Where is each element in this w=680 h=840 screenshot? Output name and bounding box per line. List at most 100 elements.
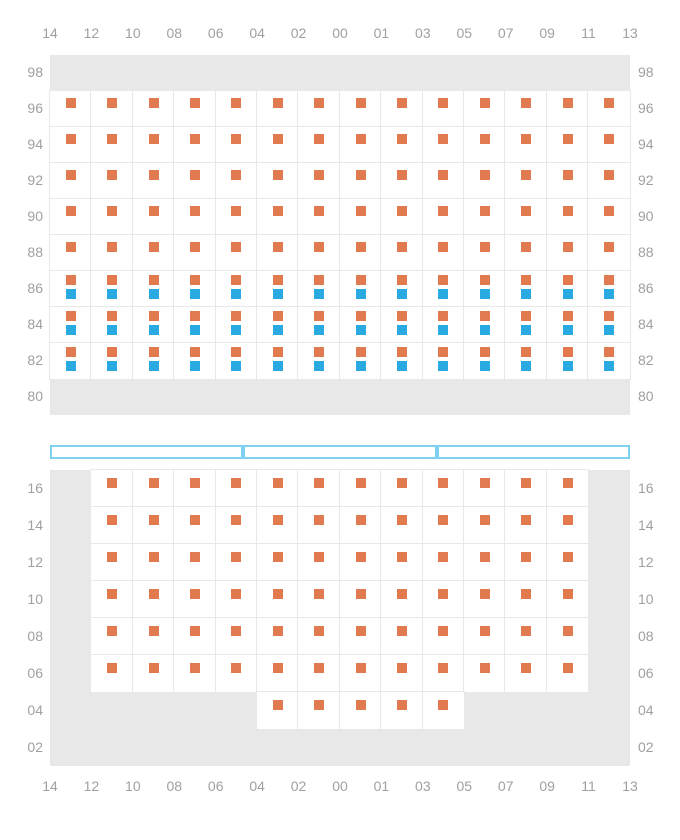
grid-cell[interactable] bbox=[257, 544, 298, 581]
grid-cell[interactable] bbox=[464, 91, 505, 127]
grid-cell[interactable] bbox=[423, 470, 464, 507]
grid-cell[interactable] bbox=[298, 235, 339, 271]
grid-cell[interactable] bbox=[340, 507, 381, 544]
grid-cell[interactable] bbox=[381, 655, 422, 692]
grid-cell[interactable] bbox=[91, 618, 132, 655]
grid-cell[interactable] bbox=[340, 618, 381, 655]
grid-cell[interactable] bbox=[133, 470, 174, 507]
grid-cell[interactable] bbox=[588, 199, 629, 235]
grid-cell[interactable] bbox=[505, 507, 546, 544]
grid-cell[interactable] bbox=[174, 91, 215, 127]
grid-cell[interactable] bbox=[174, 618, 215, 655]
grid-cell[interactable] bbox=[547, 163, 588, 199]
grid-cell[interactable] bbox=[423, 199, 464, 235]
grid-cell[interactable] bbox=[133, 127, 174, 163]
grid-cell[interactable] bbox=[547, 544, 588, 581]
grid-cell[interactable] bbox=[216, 235, 257, 271]
grid-cell[interactable] bbox=[423, 91, 464, 127]
grid-cell[interactable] bbox=[257, 199, 298, 235]
grid-cell[interactable] bbox=[547, 235, 588, 271]
grid-cell[interactable] bbox=[340, 235, 381, 271]
grid-cell[interactable] bbox=[133, 507, 174, 544]
grid-cell[interactable] bbox=[216, 91, 257, 127]
grid-cell[interactable] bbox=[381, 618, 422, 655]
grid-cell[interactable] bbox=[216, 544, 257, 581]
grid-cell[interactable] bbox=[298, 199, 339, 235]
grid-cell[interactable] bbox=[381, 507, 422, 544]
grid-cell[interactable] bbox=[174, 581, 215, 618]
grid-cell[interactable] bbox=[133, 544, 174, 581]
grid-cell[interactable] bbox=[216, 199, 257, 235]
grid-cell[interactable] bbox=[91, 655, 132, 692]
grid-cell[interactable] bbox=[298, 163, 339, 199]
grid-cell[interactable] bbox=[133, 655, 174, 692]
grid-cell[interactable] bbox=[216, 163, 257, 199]
grid-cell[interactable] bbox=[505, 235, 546, 271]
grid-cell[interactable] bbox=[340, 470, 381, 507]
grid-cell[interactable] bbox=[381, 199, 422, 235]
grid-cell[interactable] bbox=[505, 127, 546, 163]
grid-cell[interactable] bbox=[505, 581, 546, 618]
grid-cell[interactable] bbox=[423, 163, 464, 199]
grid-cell[interactable] bbox=[547, 199, 588, 235]
grid-cell[interactable] bbox=[381, 581, 422, 618]
grid-cell[interactable] bbox=[257, 163, 298, 199]
grid-cell[interactable] bbox=[464, 544, 505, 581]
grid-cell[interactable] bbox=[464, 199, 505, 235]
grid-cell[interactable] bbox=[464, 618, 505, 655]
grid-cell[interactable] bbox=[298, 655, 339, 692]
grid-cell[interactable] bbox=[257, 618, 298, 655]
grid-cell[interactable] bbox=[464, 127, 505, 163]
grid-cell[interactable] bbox=[133, 163, 174, 199]
grid-cell[interactable] bbox=[50, 91, 91, 127]
grid-cell[interactable] bbox=[257, 91, 298, 127]
grid-cell[interactable] bbox=[91, 91, 132, 127]
grid-cell[interactable] bbox=[257, 655, 298, 692]
grid-cell[interactable] bbox=[547, 507, 588, 544]
grid-cell[interactable] bbox=[216, 655, 257, 692]
grid-cell[interactable] bbox=[298, 507, 339, 544]
grid-cell[interactable] bbox=[257, 581, 298, 618]
grid-cell[interactable] bbox=[547, 618, 588, 655]
grid-cell[interactable] bbox=[133, 618, 174, 655]
grid-cell[interactable] bbox=[174, 470, 215, 507]
grid-cell[interactable] bbox=[381, 163, 422, 199]
grid-cell[interactable] bbox=[464, 235, 505, 271]
grid-cell[interactable] bbox=[91, 581, 132, 618]
grid-cell[interactable] bbox=[423, 235, 464, 271]
grid-cell[interactable] bbox=[464, 507, 505, 544]
grid-cell[interactable] bbox=[298, 692, 339, 729]
grid-cell[interactable] bbox=[174, 235, 215, 271]
grid-cell[interactable] bbox=[381, 91, 422, 127]
grid-cell[interactable] bbox=[381, 127, 422, 163]
grid-cell[interactable] bbox=[423, 507, 464, 544]
grid-cell[interactable] bbox=[91, 544, 132, 581]
grid-cell[interactable] bbox=[298, 470, 339, 507]
grid-cell[interactable] bbox=[298, 544, 339, 581]
grid-cell[interactable] bbox=[547, 581, 588, 618]
grid-cell[interactable] bbox=[50, 199, 91, 235]
grid-cell[interactable] bbox=[216, 507, 257, 544]
grid-cell[interactable] bbox=[50, 127, 91, 163]
grid-cell[interactable] bbox=[505, 655, 546, 692]
grid-cell[interactable] bbox=[423, 692, 464, 729]
grid-cell[interactable] bbox=[505, 544, 546, 581]
grid-cell[interactable] bbox=[423, 655, 464, 692]
grid-cell[interactable] bbox=[588, 235, 629, 271]
grid-cell[interactable] bbox=[50, 163, 91, 199]
grid-cell[interactable] bbox=[464, 655, 505, 692]
grid-cell[interactable] bbox=[505, 618, 546, 655]
grid-cell[interactable] bbox=[547, 655, 588, 692]
grid-cell[interactable] bbox=[91, 235, 132, 271]
grid-cell[interactable] bbox=[588, 127, 629, 163]
grid-cell[interactable] bbox=[216, 127, 257, 163]
grid-cell[interactable] bbox=[423, 581, 464, 618]
grid-cell[interactable] bbox=[505, 91, 546, 127]
grid-cell[interactable] bbox=[547, 127, 588, 163]
grid-cell[interactable] bbox=[340, 127, 381, 163]
grid-cell[interactable] bbox=[174, 655, 215, 692]
grid-cell[interactable] bbox=[547, 470, 588, 507]
grid-cell[interactable] bbox=[257, 235, 298, 271]
grid-cell[interactable] bbox=[174, 127, 215, 163]
grid-cell[interactable] bbox=[91, 470, 132, 507]
